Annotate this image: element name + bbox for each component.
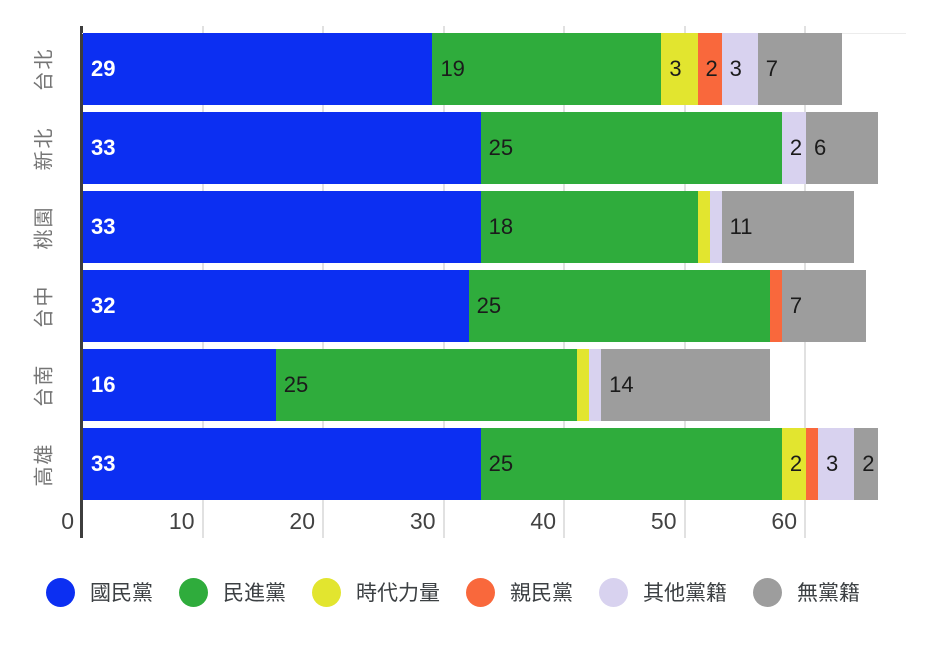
x-tick-label: 50 — [650, 508, 677, 534]
bar-segment[interactable]: 2 — [781, 112, 806, 184]
bar-segment[interactable] — [709, 191, 722, 263]
legend-label: 無黨籍 — [797, 582, 860, 605]
bar-segment[interactable] — [589, 349, 602, 421]
legend-swatch-circle — [599, 577, 628, 607]
x-tick-label: 10 — [168, 508, 195, 534]
legend-label: 民進黨 — [223, 582, 286, 605]
category-label: 高雄 — [33, 442, 56, 486]
bar-segment[interactable]: 25 — [275, 349, 578, 421]
value-label: 25 — [283, 372, 309, 397]
y-axis-line — [80, 26, 83, 538]
legend-item: 無黨籍 — [753, 577, 860, 607]
legend-label: 親民黨 — [510, 582, 573, 605]
value-label: 25 — [476, 293, 502, 318]
bar-segment[interactable]: 7 — [781, 270, 867, 342]
legend-label: 國民黨 — [90, 582, 153, 605]
bar-segment[interactable]: 18 — [480, 191, 698, 263]
value-label: 32 — [91, 293, 116, 318]
value-label: 7 — [789, 293, 803, 318]
bar-segment[interactable]: 2 — [854, 428, 879, 500]
legend-item: 親民黨 — [466, 577, 573, 607]
bar-segment[interactable]: 25 — [480, 428, 782, 500]
value-label: 3 — [826, 451, 839, 476]
value-label: 18 — [488, 214, 514, 239]
value-label: 3 — [729, 56, 742, 81]
legend-item: 國民黨 — [46, 577, 153, 607]
value-label: 25 — [488, 451, 514, 476]
bar-segment[interactable]: 33 — [83, 428, 481, 500]
x-tick-label: 40 — [530, 508, 556, 534]
bar-segment[interactable] — [806, 428, 819, 500]
value-label: 2 — [789, 135, 803, 160]
legend-swatch-circle — [312, 577, 341, 607]
value-label: 11 — [729, 214, 753, 239]
bar-segment[interactable]: 3 — [818, 428, 855, 500]
bar-segment[interactable]: 2 — [697, 33, 722, 105]
legend-swatch-circle — [179, 577, 208, 607]
bar-segment[interactable]: 29 — [83, 33, 433, 105]
legend-swatch-circle — [466, 577, 495, 607]
bar-segment[interactable]: 32 — [83, 270, 469, 342]
bar-segment[interactable]: 33 — [83, 191, 481, 263]
bar-segment[interactable]: 3 — [661, 33, 698, 105]
value-label: 29 — [91, 56, 116, 81]
category-label: 台北 — [33, 47, 56, 91]
bar-segment[interactable]: 19 — [432, 33, 662, 105]
x-tick-label: 20 — [289, 508, 315, 534]
legend: 國民黨 民進黨 時代力量 親民黨 其他黨籍 無黨籍 — [46, 577, 860, 607]
bar-segment[interactable]: 25 — [480, 112, 782, 184]
bar-segment[interactable]: 6 — [806, 112, 879, 184]
bar-segment[interactable] — [577, 349, 590, 421]
bar-segment[interactable]: 11 — [721, 191, 855, 263]
value-label: 2 — [862, 451, 875, 476]
bar-segment[interactable]: 16 — [83, 349, 276, 421]
category-label: 台中 — [33, 284, 56, 328]
value-label: 33 — [91, 214, 116, 239]
value-label: 6 — [814, 135, 827, 160]
value-label: 2 — [789, 451, 803, 476]
bar-segment[interactable]: 2 — [781, 428, 806, 500]
value-label: 3 — [669, 56, 682, 81]
bar-segment[interactable]: 33 — [83, 112, 481, 184]
value-label: 7 — [765, 56, 779, 81]
category-label: 台南 — [33, 363, 56, 407]
value-label: 19 — [440, 56, 465, 81]
legend-swatch-circle — [753, 577, 782, 607]
category-label: 桃園 — [33, 205, 56, 249]
bar-segment[interactable] — [697, 191, 710, 263]
bar-segment[interactable] — [769, 270, 782, 342]
bar-segment[interactable]: 3 — [721, 33, 758, 105]
value-label: 33 — [91, 451, 116, 476]
bar-segment[interactable]: 25 — [468, 270, 770, 342]
x-tick-label: 60 — [771, 508, 797, 534]
x-tick-label: 0 — [61, 508, 74, 534]
legend-label: 時代力量 — [356, 582, 440, 605]
category-label: 新北 — [33, 126, 56, 170]
value-label: 14 — [609, 372, 634, 397]
legend-label: 其他黨籍 — [643, 582, 727, 605]
legend-swatch-circle — [46, 577, 75, 607]
value-label: 25 — [488, 135, 514, 160]
value-label: 16 — [91, 372, 116, 397]
bar-segment[interactable]: 14 — [601, 349, 770, 421]
bar-segment[interactable]: 7 — [757, 33, 843, 105]
legend-item: 民進黨 — [179, 577, 286, 607]
legend-item: 時代力量 — [312, 577, 440, 607]
value-label: 33 — [91, 135, 116, 160]
x-tick-label: 30 — [409, 508, 436, 534]
value-label: 2 — [705, 56, 718, 81]
legend-item: 其他黨籍 — [599, 577, 727, 607]
